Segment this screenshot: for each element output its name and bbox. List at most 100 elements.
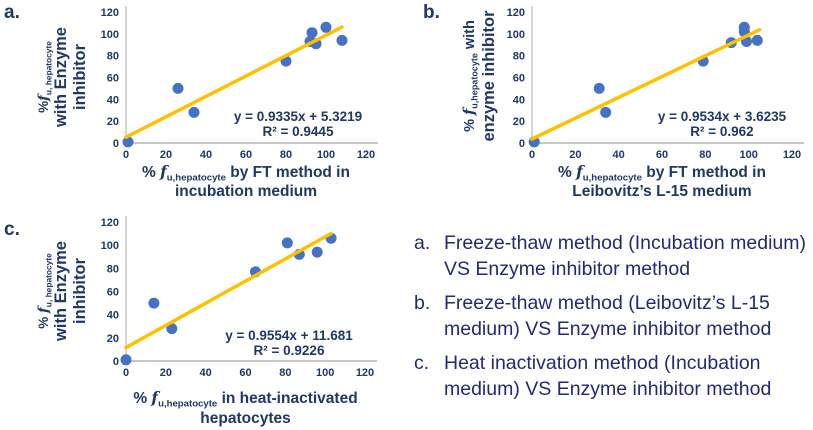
y-axis-title: with Enzyme (52, 27, 70, 128)
x-tick-label: 40 (200, 149, 212, 161)
x-axis-title: % fu,hepatocyte in heat-inactivated (133, 388, 357, 410)
y-tick-label: 40 (513, 94, 525, 106)
panel-c-label: c. (4, 219, 20, 240)
x-tick-label: 20 (160, 149, 172, 161)
y-tick-label: 80 (107, 263, 119, 275)
caption-text-a: Freeze-thaw method (Incubation medium) V… (444, 232, 806, 280)
x-tick-label: 60 (240, 149, 252, 161)
y-tick-label: 0 (113, 138, 119, 150)
scatter-plot-a: 0 20 40 60 80 100 120 0 20 40 60 80 100 120 %fu, hepat… (36, 6, 378, 200)
y-tick-label: 40 (107, 310, 119, 322)
y-tick-label: 60 (107, 287, 119, 299)
data-point (281, 237, 293, 249)
y-tick-label: 100 (101, 29, 119, 41)
y-tick-label: 20 (107, 333, 119, 345)
panel-a: a. 0 20 40 60 80 100 120 0 20 40 60 80 100 120 %fu, he… (0, 0, 400, 213)
data-point (336, 34, 348, 46)
trendline-equation: y = 0.9335x + 5.3219 (234, 109, 362, 124)
data-point (122, 136, 134, 148)
y-tick-label: 80 (513, 51, 525, 63)
x-tick-label: 0 (529, 149, 535, 161)
panel-b-label: b. (423, 2, 440, 23)
scatter-plot-b: 0 20 40 60 80 100 120 0 20 40 60 80 100 120 % fu,hepat… (461, 6, 804, 200)
caption-marker-a: a. (414, 232, 431, 254)
x-tick-label: 120 (357, 149, 375, 161)
trendline (124, 231, 333, 350)
x-axis-title: % fu,hepatocyte by FT method in (558, 162, 766, 184)
caption-text-c: Heat inactivation method (Incubation med… (444, 352, 772, 400)
data-point (600, 106, 612, 118)
data-point (188, 106, 200, 118)
caption-item-c: c. Heat inactivation method (Incubation … (414, 350, 812, 402)
x-tick-label: 20 (160, 367, 172, 379)
y-axis-title: with Enzyme (52, 241, 70, 342)
x-tick-label: 80 (280, 149, 292, 161)
y-tick-label: 60 (513, 73, 525, 85)
x-tick-label: 60 (656, 149, 668, 161)
y-axis-title: % fu,hepatocyte with (461, 20, 479, 132)
y-tick-label: 100 (101, 240, 119, 252)
x-axis-title: incubation medium (175, 183, 317, 200)
trendline-r-squared: R² = 0.9445 (263, 124, 334, 139)
y-tick-label: 120 (507, 7, 525, 19)
data-point (738, 21, 750, 33)
x-tick-label: 100 (316, 367, 334, 379)
caption-marker-c: c. (414, 352, 430, 374)
data-point (166, 323, 178, 335)
x-axis-title: hepatocytes (200, 410, 290, 427)
x-tick-label: 40 (613, 149, 625, 161)
trendline-equation: y = 0.9534x + 3.6235 (658, 109, 787, 124)
data-point (311, 246, 323, 258)
x-tick-label: 100 (739, 149, 757, 161)
x-tick-label: 0 (123, 367, 129, 379)
x-tick-label: 80 (279, 367, 291, 379)
data-point (120, 354, 132, 366)
data-point (593, 82, 605, 94)
caption-marker-b: b. (414, 292, 431, 314)
y-axis-title: %fu, hepatocyte (36, 41, 53, 113)
y-axis-title: enzyme inhibitor (480, 10, 498, 142)
y-tick-label: 40 (107, 94, 119, 106)
x-axis-title: % fu,hepatocyte by FT method in (142, 162, 350, 184)
panel-c: c. 0 20 40 60 80 100 120 0 20 40 60 80 100 120 % fu, h… (0, 215, 400, 430)
trendline-r-squared: R² = 0.9226 (254, 343, 325, 358)
caption-list: a. Freeze-thaw method (Incubation medium… (414, 230, 812, 410)
y-tick-label: 120 (101, 217, 119, 229)
x-tick-label: 100 (317, 149, 335, 161)
x-tick-label: 0 (123, 149, 129, 161)
trendline-r-squared: R² = 0.962 (690, 124, 753, 139)
y-axis-title: inhibitor (71, 257, 89, 324)
y-tick-label: 0 (113, 356, 119, 368)
y-axis-title: inhibitor (71, 43, 89, 110)
y-axis-title: % fu, hepatocyte (36, 253, 53, 329)
y-tick-label: 20 (107, 116, 119, 128)
y-tick-label: 60 (107, 73, 119, 85)
trendline (124, 25, 344, 139)
trendline-equation: y = 0.9554x + 11.681 (225, 328, 353, 343)
caption-item-b: b. Freeze-thaw method (Leibovitz’s L-15 … (414, 290, 812, 342)
y-tick-label: 20 (513, 116, 525, 128)
y-tick-label: 0 (519, 138, 525, 150)
y-tick-label: 80 (107, 51, 119, 63)
data-point (172, 82, 184, 94)
caption-text-b: Freeze-thaw method (Leibovitz’s L-15 med… (444, 292, 772, 340)
data-point (306, 27, 318, 39)
trendline (530, 28, 762, 141)
x-tick-label: 120 (356, 367, 374, 379)
scatter-plot-c: 0 20 40 60 80 100 120 0 20 40 60 80 100 120 % fu, hepa… (36, 216, 377, 427)
data-point (751, 34, 763, 46)
panel-b: b. 0 20 40 60 80 100 120 0 20 40 60 80 100 120 % fu,he… (403, 0, 813, 213)
panel-a-label: a. (4, 2, 20, 23)
x-axis-title: Leibovitz’s L-15 medium (572, 183, 751, 200)
x-tick-label: 20 (569, 149, 581, 161)
data-point (148, 297, 160, 309)
y-tick-label: 100 (507, 29, 525, 41)
x-tick-label: 120 (783, 149, 801, 161)
x-tick-label: 80 (699, 149, 711, 161)
data-point (320, 21, 332, 33)
x-tick-label: 60 (239, 367, 251, 379)
y-tick-label: 120 (101, 7, 119, 19)
x-tick-label: 40 (200, 367, 212, 379)
caption-item-a: a. Freeze-thaw method (Incubation medium… (414, 230, 812, 282)
